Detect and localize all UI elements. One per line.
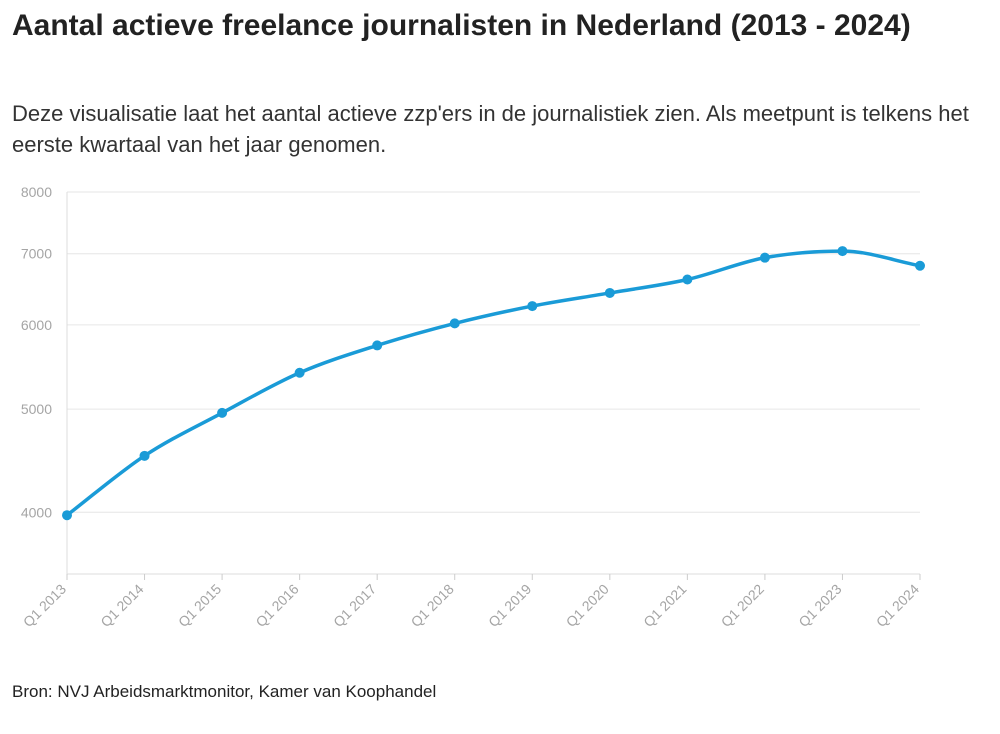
series-line <box>65 249 922 517</box>
x-tick-label: Q1 2014 <box>97 581 146 630</box>
chart-title: Aantal actieve freelance journalisten in… <box>12 9 911 42</box>
data-point-q1-2020[interactable] <box>604 287 615 298</box>
data-point-q1-2022[interactable] <box>759 252 770 263</box>
series <box>62 246 925 521</box>
x-tick-label: Q1 2015 <box>175 581 224 630</box>
data-point-q1-2015[interactable] <box>217 407 228 418</box>
y-tick-label: 8000 <box>21 184 52 200</box>
x-tick-label: Q1 2013 <box>20 581 69 630</box>
source-note: Bron: NVJ Arbeidsmarktmonitor, Kamer van… <box>12 682 437 701</box>
y-axis: 4000 5000 6000 7000 8000 <box>21 184 68 574</box>
x-tick-label: Q1 2022 <box>718 581 767 630</box>
data-point-q1-2018[interactable] <box>449 318 460 329</box>
x-tick-label: Q1 2019 <box>485 581 534 630</box>
gridlines <box>67 191 920 513</box>
y-tick-label: 4000 <box>21 504 52 520</box>
data-point-q1-2024[interactable] <box>915 260 925 271</box>
x-tick-label: Q1 2016 <box>252 581 301 630</box>
data-point-q1-2017[interactable] <box>372 340 383 351</box>
x-tick-label: Q1 2024 <box>873 581 922 630</box>
x-tick-label: Q1 2021 <box>640 581 689 630</box>
x-axis: Q1 2013 Q1 2014 Q1 2015 Q1 2016 Q1 2017 Q1 20… <box>20 573 922 630</box>
data-point-q1-2016[interactable] <box>294 367 305 378</box>
x-tick-label: Q1 2020 <box>563 581 612 630</box>
data-point-q1-2013[interactable] <box>62 510 72 521</box>
data-point-q1-2021[interactable] <box>682 274 693 285</box>
y-tick-label: 7000 <box>21 246 52 262</box>
chart-subtitle: Deze visualisatie laat het aantal actiev… <box>12 101 969 157</box>
x-tick-label: Q1 2023 <box>795 581 844 630</box>
x-tick-label: Q1 2018 <box>408 581 457 630</box>
y-tick-label: 6000 <box>21 317 52 333</box>
data-point-q1-2019[interactable] <box>527 301 538 312</box>
data-point-q1-2014[interactable] <box>139 450 150 461</box>
data-point-q1-2023[interactable] <box>837 246 848 257</box>
x-tick-label: Q1 2017 <box>330 581 379 630</box>
y-tick-label: 5000 <box>21 401 52 417</box>
